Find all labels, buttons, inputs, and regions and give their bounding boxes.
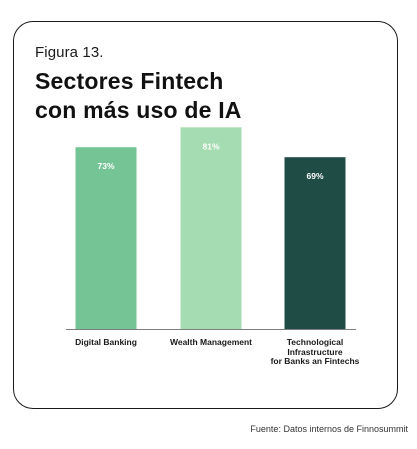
bar-value-label-3: 69% bbox=[306, 171, 323, 181]
figure-label: Figura 13. bbox=[35, 44, 104, 61]
chart-title-line-1: Sectores Fintech bbox=[35, 68, 224, 94]
figure-card bbox=[13, 21, 398, 409]
category-label-1: Digital Banking bbox=[75, 337, 137, 347]
bar-value-label-1: 73% bbox=[97, 161, 114, 171]
chart-title-line-2: con más uso de IA bbox=[35, 97, 242, 123]
bar-1 bbox=[75, 147, 137, 329]
source-note: Fuente: Datos internos de Finnosummit bbox=[250, 424, 408, 434]
bar-2 bbox=[180, 127, 242, 329]
category-label-3: Technological Infrastructure for Banks a… bbox=[270, 337, 360, 366]
bar-value-label-2: 81% bbox=[202, 141, 219, 151]
category-label-2: Wealth Management bbox=[169, 337, 253, 347]
chart-title: Sectores Fintech con más uso de IA bbox=[35, 67, 242, 125]
bar-3 bbox=[284, 157, 346, 329]
